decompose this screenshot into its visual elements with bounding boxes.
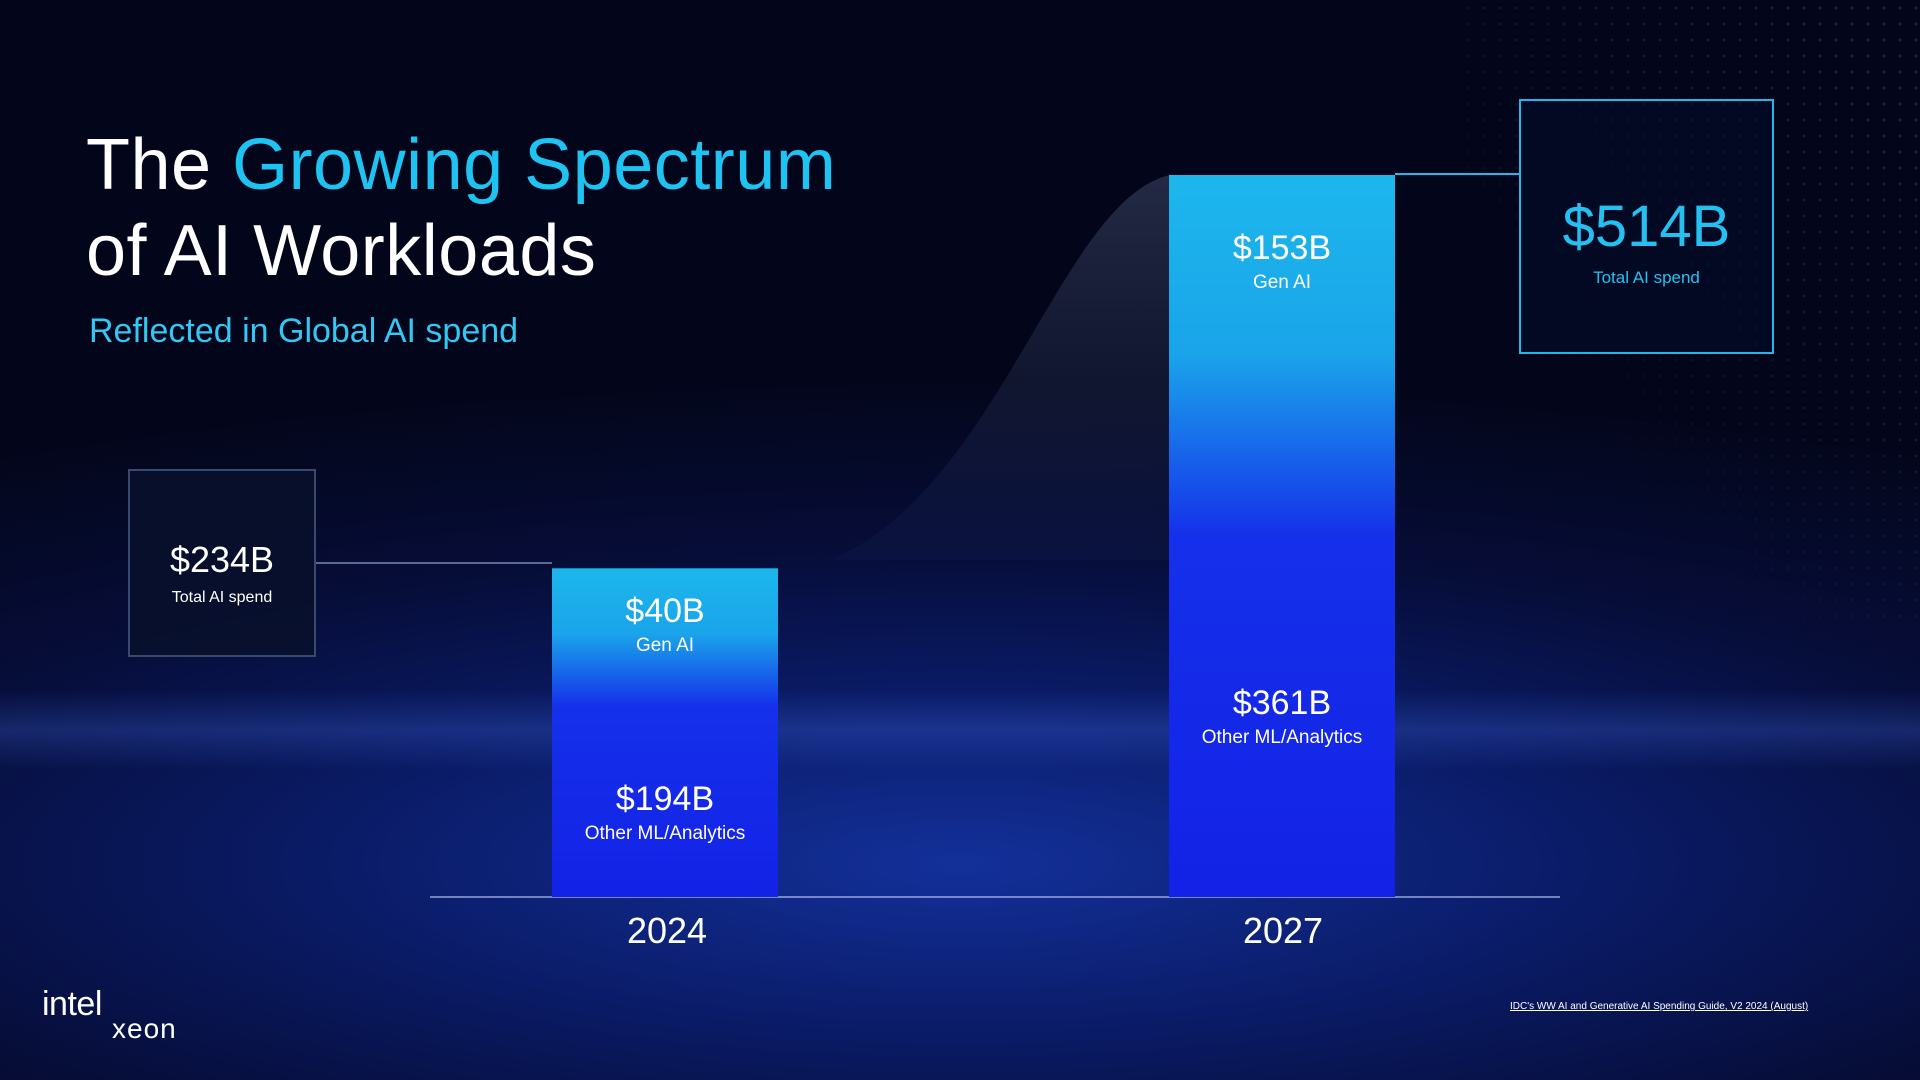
growth-curve-decoration — [830, 175, 1170, 560]
total-callout-2027: $514B Total AI spend — [1519, 99, 1774, 354]
gen-ai-caption-2024: Gen AI — [635, 634, 695, 656]
x-tick-2027: 2027 — [1242, 910, 1324, 951]
logo-xeon-text: xeon — [112, 1013, 177, 1044]
total-value-2024: $234B — [169, 539, 275, 580]
other-ml-value-2027: $361B — [1232, 684, 1332, 723]
other-ml-caption-2024: Other ML/Analytics — [584, 822, 746, 844]
logo-intel-text: intel — [42, 985, 102, 1023]
title-line1-accent: Growing Spectrum — [232, 125, 837, 205]
total-value-2027: $514B — [1562, 194, 1731, 259]
gen-ai-value-2024: $40B — [625, 591, 705, 630]
source-citation[interactable]: IDC's WW AI and Generative AI Spending G… — [1510, 1001, 1809, 1012]
other-ml-label-2024: $194B Other ML/Analytics — [552, 780, 778, 845]
total-caption-2024: Total AI spend — [171, 589, 273, 606]
gen-ai-value-2027: $153B — [1232, 228, 1332, 267]
title-line1-plain: The — [86, 125, 233, 205]
bar-2024 — [552, 568, 778, 897]
subtitle: Reflected in Global AI spend — [89, 312, 519, 350]
total-caption-2027: Total AI spend — [1593, 268, 1700, 287]
other-ml-caption-2027: Other ML/Analytics — [1201, 727, 1363, 749]
page-title: The Growing Spectrum of AI Workloads — [86, 122, 836, 294]
horizon-glow — [0, 690, 1920, 770]
title-line2: of AI Workloads — [86, 211, 597, 291]
intel-xeon-logo: intel xeon — [42, 985, 222, 1045]
gen-ai-caption-2027: Gen AI — [1252, 271, 1312, 293]
bar-2027 — [1169, 175, 1395, 897]
total-callout-2024: $234B Total AI spend — [128, 469, 316, 657]
gen-ai-label-2027: $153B Gen AI — [1169, 229, 1395, 294]
gen-ai-label-2024: $40B Gen AI — [552, 592, 778, 657]
x-tick-2024: 2024 — [626, 910, 708, 951]
other-ml-value-2024: $194B — [615, 779, 715, 818]
other-ml-label-2027: $361B Other ML/Analytics — [1169, 684, 1395, 749]
